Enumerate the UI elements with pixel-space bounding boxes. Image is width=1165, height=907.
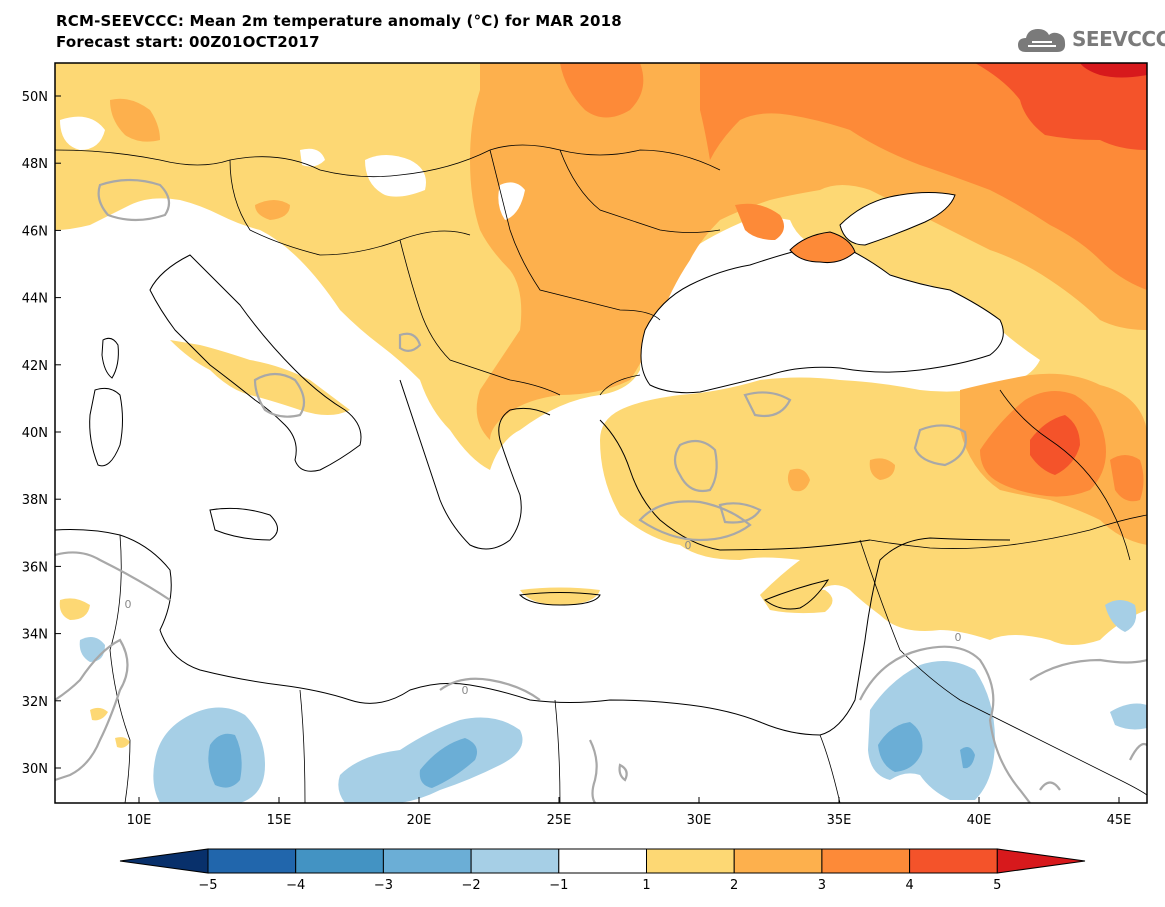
map-area [55, 63, 1147, 803]
map-frame [54, 62, 1148, 804]
colorbar-segment [733, 848, 823, 874]
longitude-label: 35E [827, 813, 852, 828]
colorbar-tick-label: 5 [993, 878, 1001, 893]
colorbar-segment [909, 848, 998, 874]
colorbar-segment [821, 848, 911, 874]
latitude-label: 38N [22, 493, 48, 508]
colorbar-segment [207, 848, 297, 874]
latitude-label: 50N [22, 90, 48, 105]
coastline-crete [518, 592, 601, 606]
anomaly-region-3-4 [1110, 455, 1144, 502]
latitude-label: 32N [22, 695, 48, 710]
latitude-label: 48N [22, 157, 48, 172]
longitude-label: 30E [687, 813, 712, 828]
coastline-turkey [599, 419, 871, 551]
anomaly-region-2-3 [869, 458, 895, 480]
longitude-label: 40E [967, 813, 992, 828]
latitude-label: 44N [22, 292, 48, 307]
contour-label: 0 [955, 631, 962, 644]
colorbar-segment [470, 848, 560, 874]
anomaly-region-2-3 [787, 468, 810, 492]
coastline-sardinia [89, 387, 123, 467]
anomaly-region-3-4 [560, 63, 644, 118]
map-title: RCM-SEEVCCC: Mean 2m temperature anomaly… [56, 12, 622, 30]
coastline-greece [399, 379, 551, 550]
latitude-label: 46N [22, 224, 48, 239]
colorbar-tick-label: 4 [905, 878, 913, 893]
colorbar-tick-label: 3 [818, 878, 826, 893]
seevccc-logo: SEEVCCC [1016, 22, 1165, 56]
longitude-label: 10E [127, 813, 152, 828]
colorbar-segment [646, 848, 735, 874]
colorbar-tick-label: −1 [549, 878, 568, 893]
logo-text: SEEVCCC [1072, 27, 1165, 51]
colorbar-tick-label: −3 [374, 878, 393, 893]
anomaly-region-1-2 [90, 707, 130, 748]
anomaly-region-minus2-minus3 [419, 738, 478, 788]
colorbar-tick-label: 2 [730, 878, 738, 893]
anomaly-region-3-4 [735, 203, 784, 240]
longitude-label: 45E [1107, 813, 1132, 828]
latitude-label: 40N [22, 426, 48, 441]
colorbar-segment [382, 848, 472, 874]
anomaly-region-1-2 [765, 588, 833, 614]
coastline-corsica [101, 337, 119, 379]
crimea [789, 231, 856, 263]
latitude-label: 42N [22, 359, 48, 374]
anomaly-region-minus2-minus3 [208, 733, 242, 788]
anomaly-region-over-5 [1080, 63, 1147, 78]
black-sea [640, 247, 1004, 394]
contour-label: 0 [685, 539, 692, 552]
anomaly-region-4-5 [975, 63, 1147, 150]
latitude-label: 30N [22, 762, 48, 777]
coastline-sicily [209, 507, 278, 541]
anomaly-region-4-5 [1030, 415, 1080, 475]
colorbar-low-extension [119, 848, 209, 874]
zero-contours [55, 178, 1147, 803]
contour-label: 0 [462, 684, 469, 697]
sea-of-azov [839, 192, 956, 246]
anomaly-region-1-2 [59, 598, 90, 620]
anomaly-region-minus2-minus3 [960, 746, 975, 769]
anomaly-region-minus1-minus2 [1110, 703, 1147, 730]
longitude-label: 20E [407, 813, 432, 828]
anomaly-region-minus1-minus2 [1105, 600, 1137, 632]
colorbar-tick-label: −2 [462, 878, 481, 893]
anomaly-region-1-2 [520, 587, 600, 605]
coastline-italy [149, 254, 362, 472]
latitude-label: 36N [22, 560, 48, 575]
colorbar-segment [295, 848, 384, 874]
colorbar-segment [558, 848, 647, 874]
anomaly-region-minus2-minus3 [878, 722, 923, 772]
anomaly-region-2-3 [255, 200, 290, 220]
longitude-label: 25E [547, 813, 572, 828]
latitude-label: 34N [22, 628, 48, 643]
colorbar-tick-label: 1 [642, 878, 650, 893]
anomaly-region-2-3 [110, 98, 160, 142]
contour-label: 0 [125, 598, 132, 611]
cloud-icon [1018, 29, 1066, 52]
colorbar-high-extension [996, 848, 1086, 874]
colorbar-tick-label: −4 [286, 878, 305, 893]
latitude-axis: 50N 48N 46N 44N 42N 40N 38N 36N 34N 32N 30N [22, 90, 61, 777]
coastline-cyprus [764, 579, 830, 610]
anomaly-region-near-zero [300, 148, 325, 167]
longitude-axis: 10E 15E 20E 25E 30E 35E 40E 45E [127, 797, 1132, 828]
colorbar-tick-label: −5 [198, 878, 217, 893]
anomaly-region-near-zero [60, 116, 105, 150]
coastline [55, 529, 1011, 736]
forecast-start-label: Forecast start: 00Z01OCT2017 [56, 33, 320, 51]
longitude-label: 15E [267, 813, 292, 828]
colorbar: −5 −4 −3 −2 −1 1 2 3 4 5 [119, 848, 1086, 893]
